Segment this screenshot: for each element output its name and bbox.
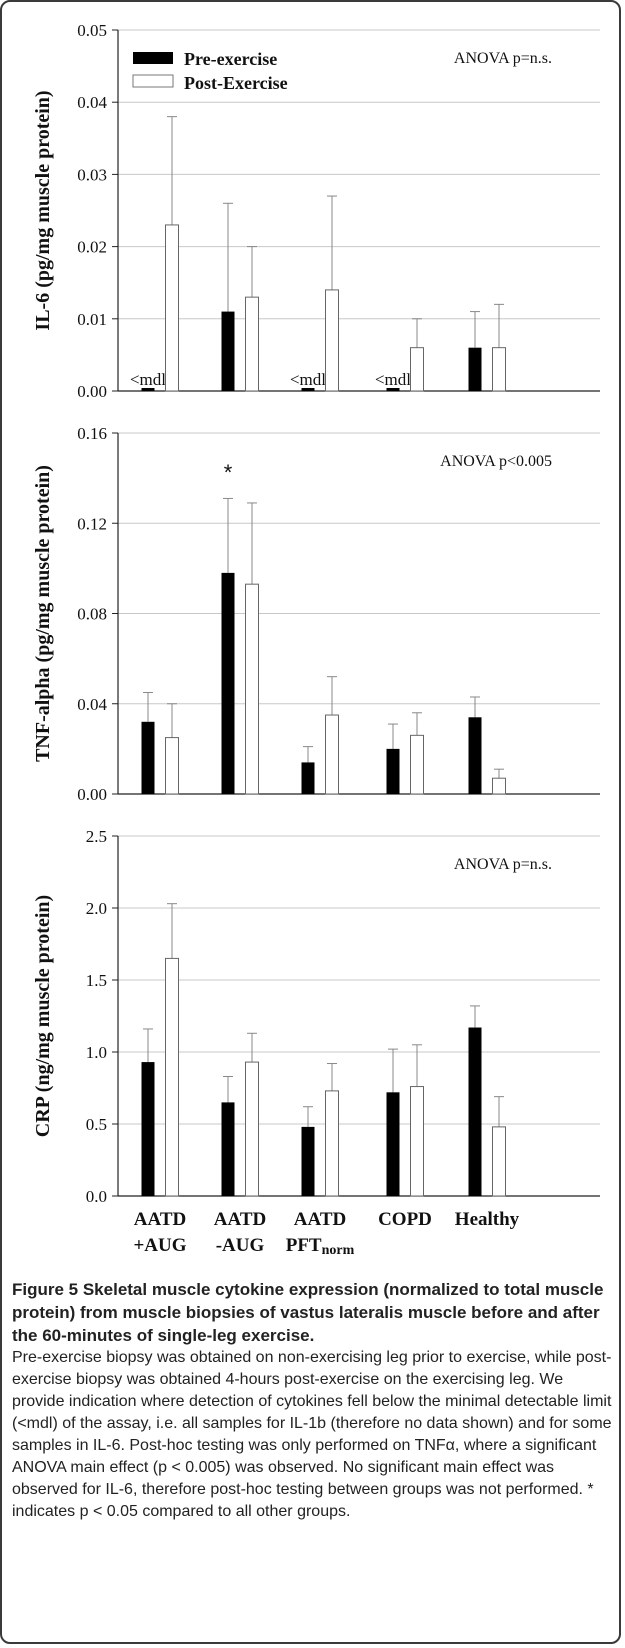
bar-post-exercise bbox=[166, 738, 179, 794]
anova-annotation: ANOVA p=n.s. bbox=[454, 50, 552, 67]
caption-title: Figure 5 Skeletal muscle cytokine expres… bbox=[12, 1278, 612, 1347]
legend-swatch-post bbox=[133, 75, 173, 87]
y-axis-label: TNF-alpha (pg/mg muscle protein) bbox=[32, 465, 54, 762]
bar-post-exercise bbox=[166, 225, 179, 391]
category-sublabel: -AUG bbox=[216, 1235, 265, 1256]
significance-marker: * bbox=[224, 460, 233, 485]
below-mdl-label: <mdl bbox=[290, 370, 326, 389]
bar-pre-exercise bbox=[302, 1127, 315, 1196]
bar-pre-exercise bbox=[222, 1102, 235, 1196]
y-tick-label: 0.02 bbox=[77, 238, 107, 257]
bar-pre-exercise bbox=[302, 762, 315, 794]
bar-post-exercise bbox=[493, 1127, 506, 1196]
bar-post-exercise bbox=[493, 778, 506, 794]
bar-post-exercise bbox=[411, 735, 424, 794]
y-tick-label: 0.08 bbox=[77, 605, 107, 624]
legend-label-pre: Pre-exercise bbox=[184, 49, 277, 69]
bar-pre-exercise bbox=[387, 1092, 400, 1196]
figure-caption: Figure 5 Skeletal muscle cytokine expres… bbox=[12, 1278, 612, 1523]
bar-pre-exercise bbox=[469, 717, 482, 794]
y-tick-label: 0.12 bbox=[77, 514, 107, 533]
y-axis-label: IL-6 (pg/mg muscle protein) bbox=[32, 90, 54, 330]
bar-post-exercise bbox=[326, 1091, 339, 1196]
category-label: AATD bbox=[214, 1209, 266, 1230]
y-axis-label: CRP (ng/mg muscle protein) bbox=[32, 895, 54, 1137]
anova-annotation: ANOVA p=n.s. bbox=[454, 856, 552, 873]
legend-swatch-pre bbox=[133, 52, 173, 64]
category-sublabel: +AUG bbox=[133, 1235, 186, 1256]
bar-post-exercise bbox=[166, 958, 179, 1196]
y-tick-label: 0.01 bbox=[77, 310, 107, 329]
y-tick-label: 0.04 bbox=[77, 93, 107, 112]
y-tick-label: 1.5 bbox=[86, 971, 107, 990]
bar-pre-exercise bbox=[222, 312, 235, 391]
bar-pre-exercise bbox=[469, 348, 482, 391]
anova-annotation: ANOVA p<0.005 bbox=[440, 453, 552, 470]
y-tick-label: 0.03 bbox=[77, 165, 107, 184]
y-tick-label: 2.0 bbox=[86, 899, 107, 918]
y-tick-label: 0.00 bbox=[77, 785, 107, 804]
caption-body: Pre-exercise biopsy was obtained on non-… bbox=[12, 1347, 612, 1523]
y-tick-label: 0.00 bbox=[77, 382, 107, 401]
bar-post-exercise bbox=[246, 297, 259, 391]
below-mdl-label: <mdl bbox=[375, 370, 411, 389]
y-tick-label: 0.0 bbox=[86, 1187, 107, 1206]
legend-label-post: Post-Exercise bbox=[184, 73, 288, 93]
y-tick-label: 0.16 bbox=[77, 424, 107, 443]
bar-post-exercise bbox=[411, 348, 424, 391]
y-tick-label: 0.05 bbox=[77, 21, 107, 40]
bar-post-exercise bbox=[246, 1062, 259, 1196]
category-label: COPD bbox=[378, 1209, 432, 1230]
bar-post-exercise bbox=[411, 1087, 424, 1196]
category-label: AATD bbox=[134, 1209, 186, 1230]
y-tick-label: 0.04 bbox=[77, 695, 107, 714]
bar-post-exercise bbox=[493, 348, 506, 391]
bar-pre-exercise bbox=[469, 1028, 482, 1196]
bar-post-exercise bbox=[326, 290, 339, 391]
y-tick-label: 0.5 bbox=[86, 1115, 107, 1134]
bar-pre-exercise bbox=[222, 573, 235, 794]
y-tick-label: 1.0 bbox=[86, 1043, 107, 1062]
bar-pre-exercise bbox=[387, 749, 400, 794]
category-sublabel: PFTnorm bbox=[286, 1235, 355, 1258]
bar-post-exercise bbox=[326, 715, 339, 794]
bar-pre-exercise bbox=[142, 1062, 155, 1196]
bar-post-exercise bbox=[246, 584, 259, 794]
y-tick-label: 2.5 bbox=[86, 827, 107, 846]
category-label: Healthy bbox=[455, 1209, 520, 1230]
bar-pre-exercise bbox=[142, 722, 155, 794]
below-mdl-label: <mdl bbox=[130, 370, 166, 389]
figure-5-chart: 0.00 0.01 0.02 0.03 0.04 0.05 IL-6 (pg/mg musc… bbox=[0, 0, 625, 1275]
category-label: AATD bbox=[294, 1209, 346, 1230]
